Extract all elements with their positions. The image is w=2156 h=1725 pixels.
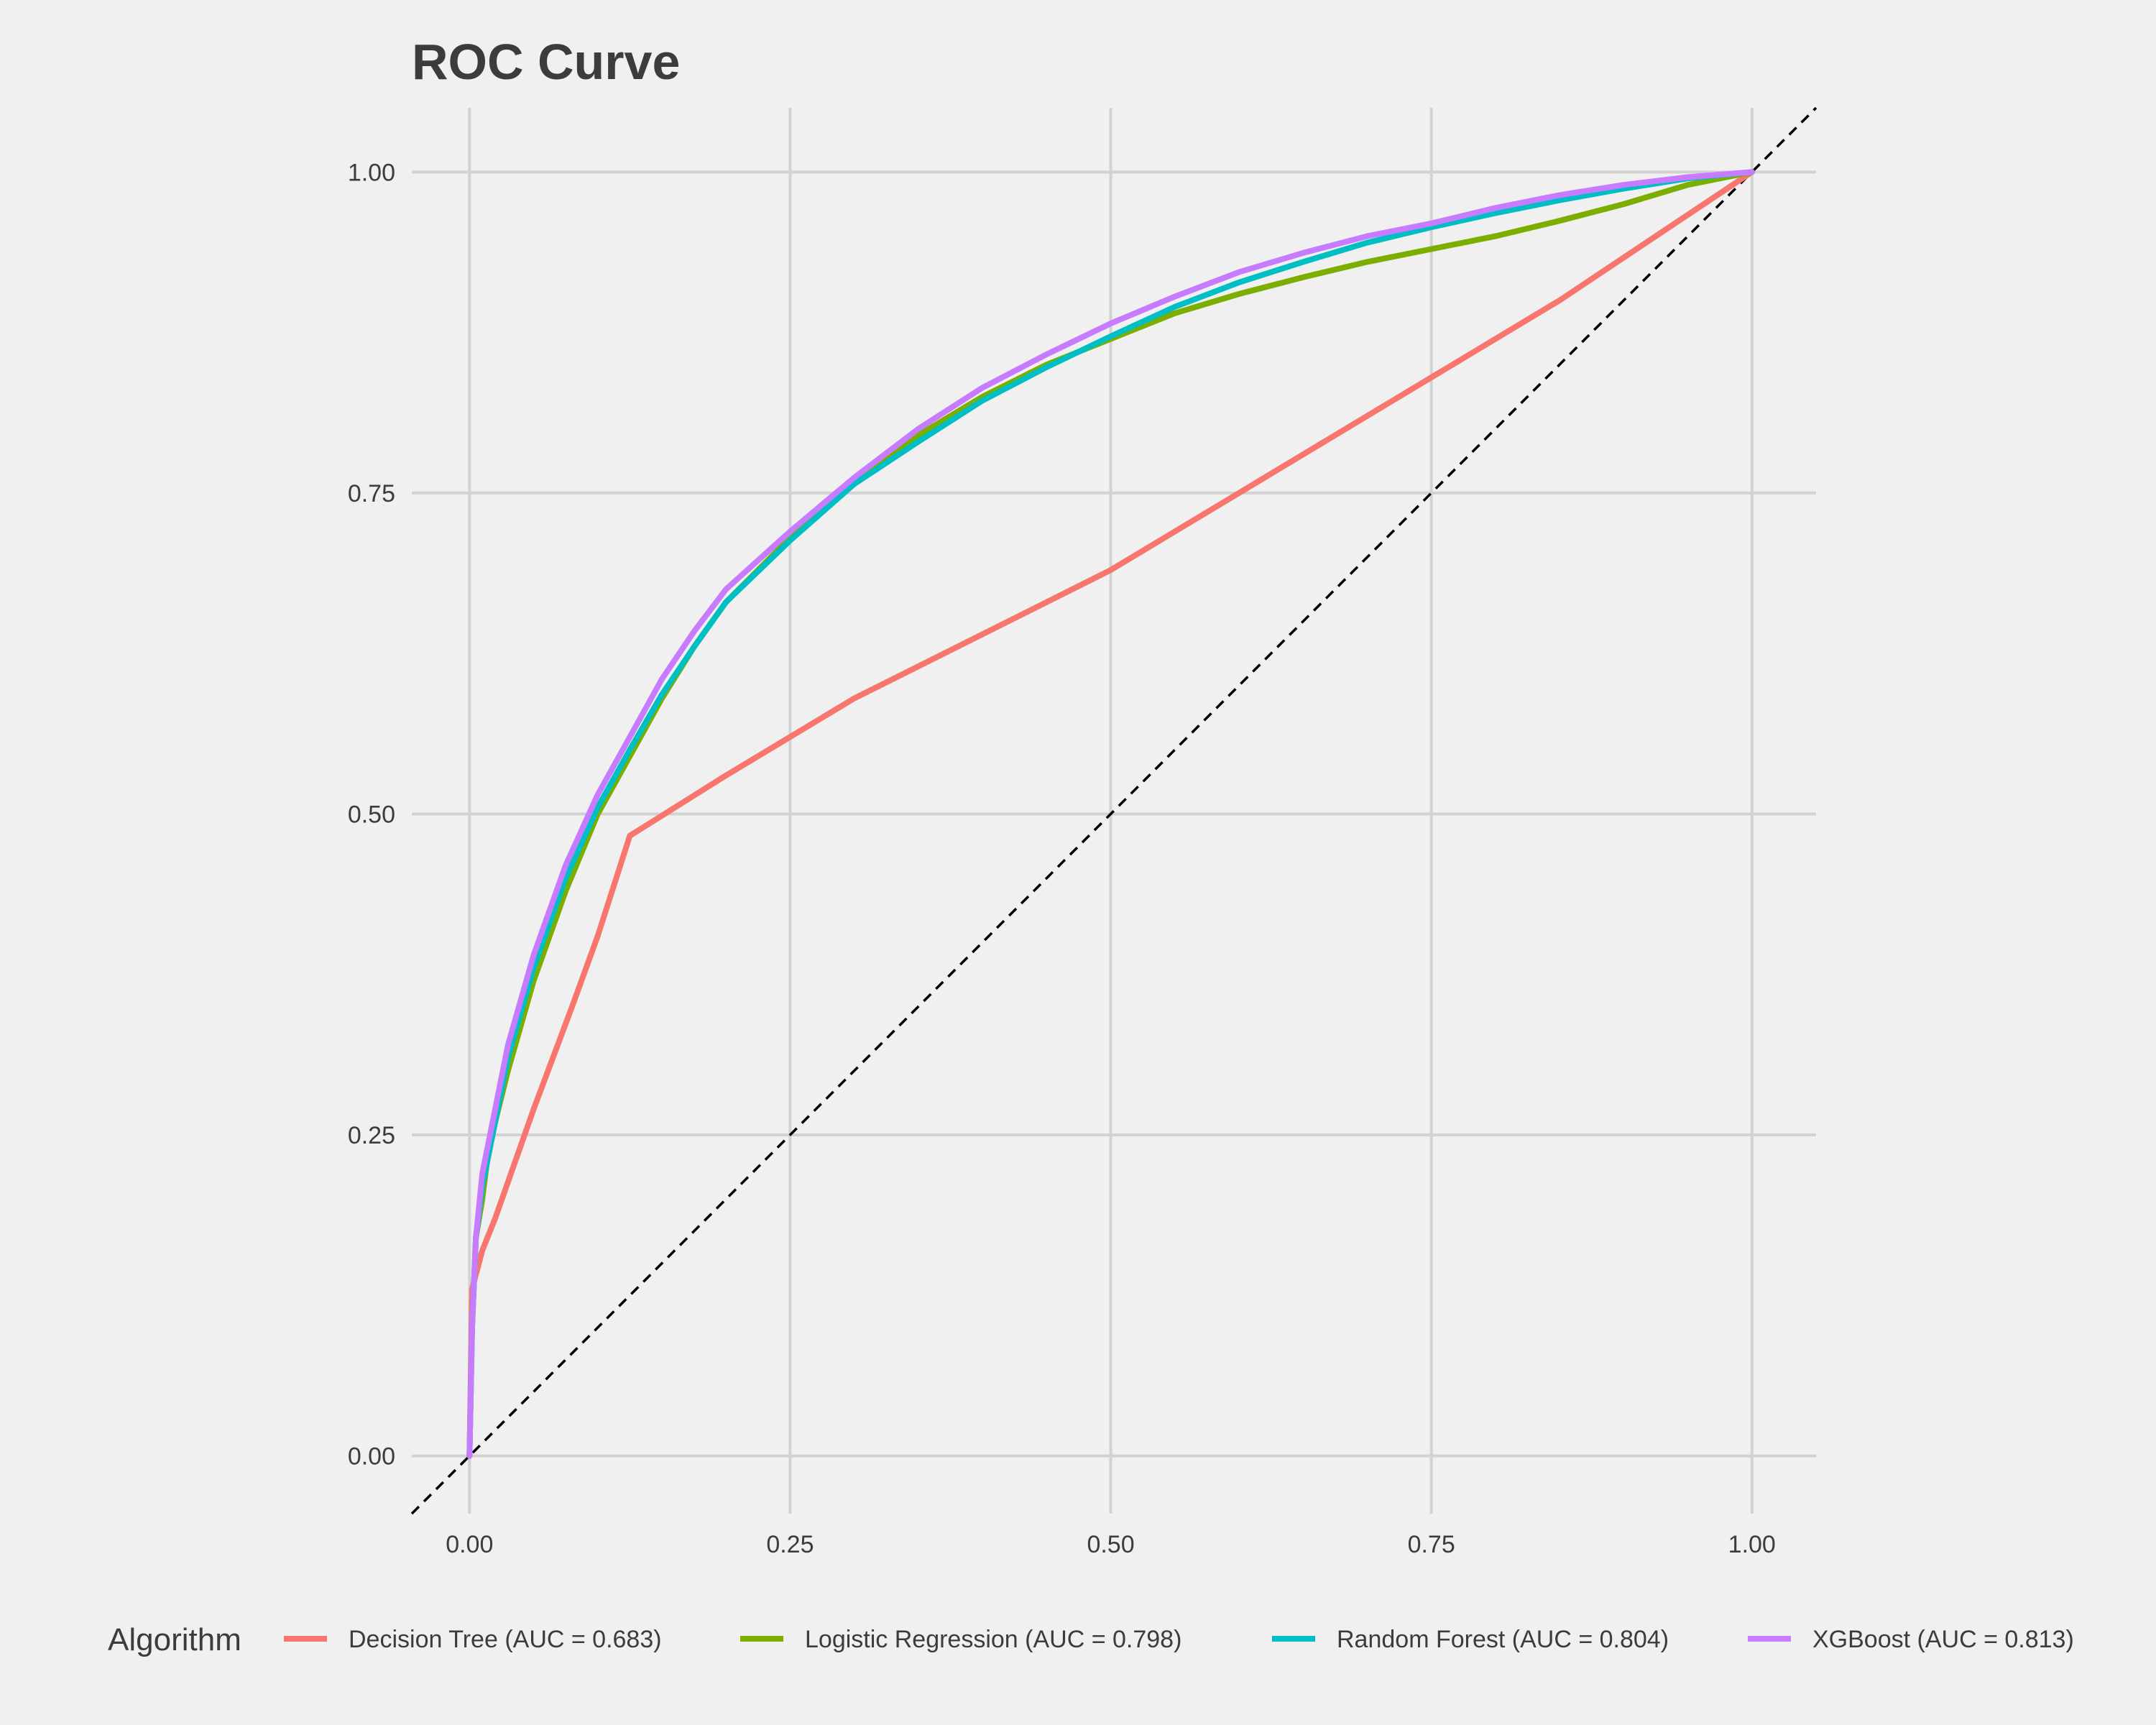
- legend-label-xgboost: XGBoost (AUC = 0.813): [1812, 1626, 2074, 1653]
- y-tick-label: 1.00: [348, 159, 395, 186]
- y-tick-label: 0.25: [348, 1122, 395, 1149]
- axis-tick-labels: 0.00 0.25 0.50 0.75 1.00 0.00 0.25 0.50 0.75 1.00: [348, 159, 1776, 1558]
- reference-layer: [410, 106, 1818, 1515]
- legend-title: Algorithm: [108, 1622, 241, 1657]
- y-tick-label: 0.75: [348, 480, 395, 507]
- grid-layer: [412, 108, 1816, 1514]
- x-tick-label: 0.50: [1087, 1531, 1134, 1558]
- series-line-xgboost: [466, 169, 1755, 1459]
- series-layer: [466, 169, 1755, 1459]
- legend-label-logistic-regression: Logistic Regression (AUC = 0.798): [805, 1626, 1181, 1653]
- x-tick-label: 0.25: [766, 1531, 814, 1558]
- series-line-decision-tree: [466, 169, 1755, 1459]
- reference-diagonal-line: [410, 106, 1818, 1515]
- legend-label-decision-tree: Decision Tree (AUC = 0.683): [349, 1626, 662, 1653]
- y-tick-label: 0.00: [348, 1443, 395, 1471]
- chart-title: ROC Curve: [412, 34, 680, 90]
- x-tick-label: 0.00: [446, 1531, 493, 1558]
- legend-label-random-forest: Random Forest (AUC = 0.804): [1337, 1626, 1669, 1653]
- x-tick-label: 0.75: [1408, 1531, 1455, 1558]
- legend: Algorithm Decision Tree (AUC = 0.683) Log…: [108, 1622, 2074, 1657]
- y-tick-label: 0.50: [348, 801, 395, 828]
- x-tick-label: 1.00: [1728, 1531, 1776, 1558]
